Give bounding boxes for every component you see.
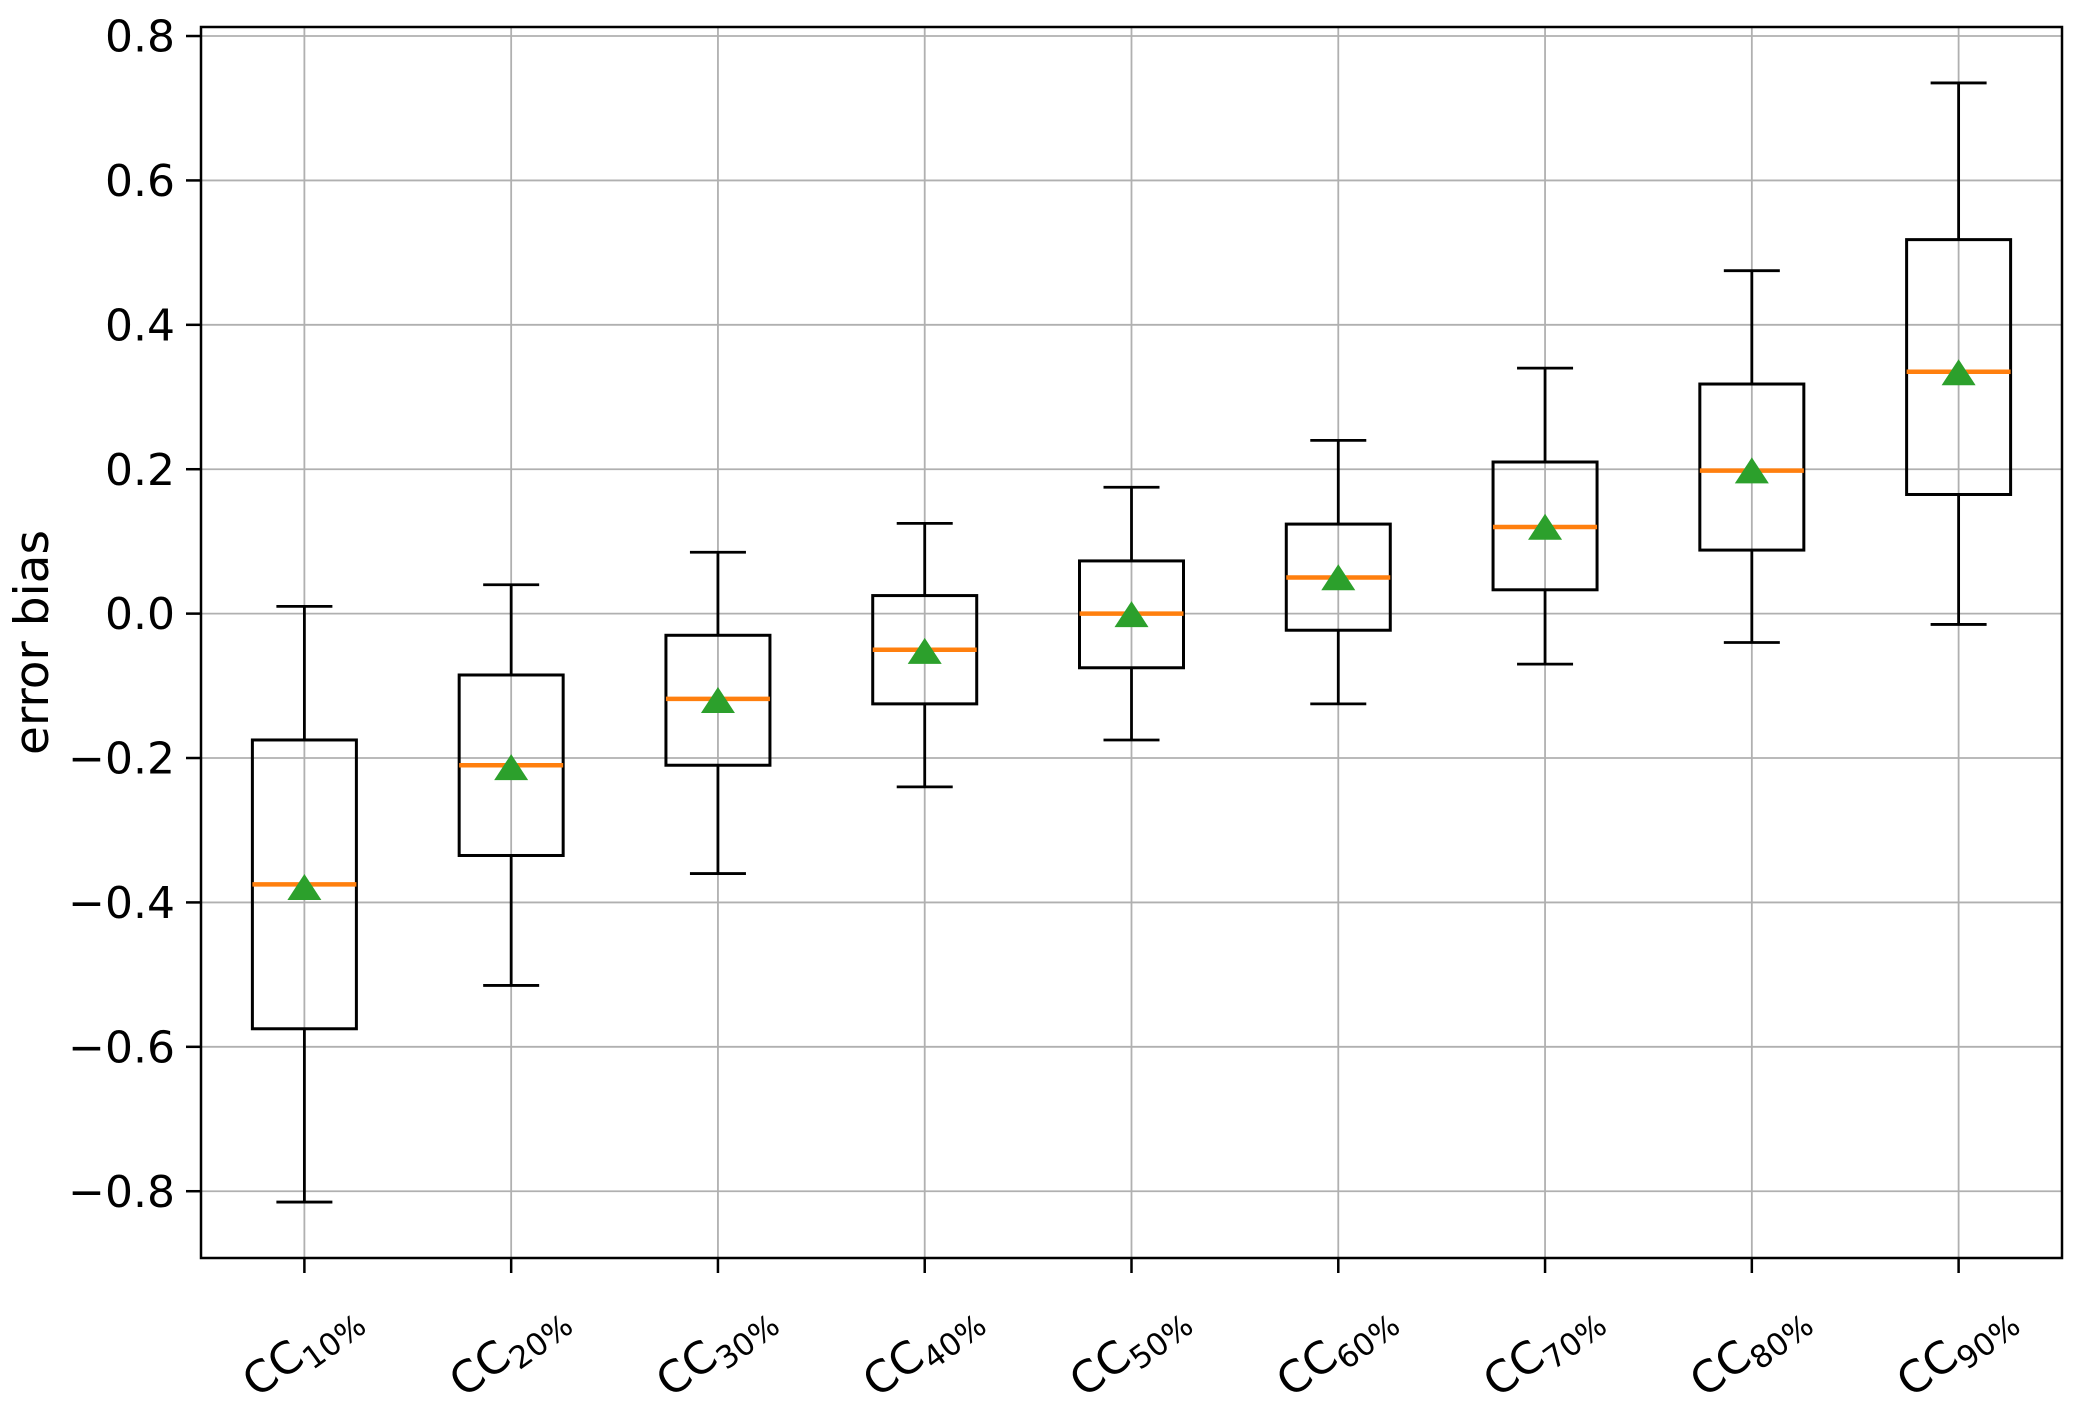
mean-marker xyxy=(1941,359,1976,386)
y-tick-label: −0.8 xyxy=(68,1167,175,1218)
boxplot-group xyxy=(871,521,979,789)
mean-marker xyxy=(1734,457,1769,484)
x-tick-label-base: CC xyxy=(1474,1330,1554,1407)
y-tick-label: 0.8 xyxy=(105,12,175,63)
mean-marker xyxy=(494,754,529,781)
x-tick-label: CC40% xyxy=(854,1290,994,1414)
x-tick-label: CC70% xyxy=(1474,1290,1614,1414)
boxplot-group xyxy=(1078,485,1185,742)
y-tick-label: 0.2 xyxy=(105,445,175,496)
y-tick-label: 0.4 xyxy=(105,300,175,351)
mean-marker xyxy=(907,637,942,664)
y-tick-label: −0.4 xyxy=(68,878,175,929)
x-tick-label-base: CC xyxy=(854,1330,934,1407)
y-tick-label: 0.6 xyxy=(105,156,175,207)
grid-layer xyxy=(201,27,2062,1258)
x-tick-label: CC50% xyxy=(1061,1290,1201,1414)
x-tick-label: CC60% xyxy=(1267,1290,1407,1414)
mean-marker xyxy=(287,873,322,900)
x-tick-label-base: CC xyxy=(647,1330,727,1407)
boxplot-group xyxy=(1905,81,2013,626)
y-axis: 0.8 0.6 0.4 0.2 0.0 −0.2 −0.4 −0.6 −0.8 xyxy=(68,12,201,1218)
y-axis-label: error bias xyxy=(5,530,60,755)
y-tick-label: −0.2 xyxy=(68,734,175,785)
x-tick-label: CC10% xyxy=(233,1290,373,1414)
x-tick-label: CC30% xyxy=(647,1290,787,1414)
mean-marker xyxy=(1114,601,1149,628)
y-tick-label: 0.0 xyxy=(105,589,175,640)
boxplot-group xyxy=(250,605,358,1204)
mean-marker xyxy=(1528,513,1563,540)
x-tick-label: CC90% xyxy=(1888,1290,2028,1414)
x-tick-label-base: CC xyxy=(233,1330,313,1407)
y-tick-label: −0.6 xyxy=(68,1022,175,1073)
iqr-box xyxy=(1905,238,2013,496)
x-axis: CC10% CC20% CC30% CC40% CC50% CC60% CC70% CC80%… xyxy=(233,1258,2028,1414)
x-tick-label-base: CC xyxy=(1061,1330,1141,1407)
x-tick-label-base: CC xyxy=(1267,1330,1347,1407)
x-tick-label-base: CC xyxy=(1888,1330,1968,1407)
boxplot-group xyxy=(457,583,565,987)
mean-marker xyxy=(1321,564,1356,591)
boxplot-group xyxy=(1284,438,1392,706)
boxplot-group xyxy=(664,550,772,875)
mean-marker xyxy=(700,686,735,713)
boxplot-group xyxy=(1698,269,1806,644)
x-tick-label: CC80% xyxy=(1681,1290,1821,1414)
boxplot-group xyxy=(1491,366,1599,666)
iqr-box xyxy=(1698,382,1806,552)
x-tick-label-base: CC xyxy=(440,1330,520,1407)
x-tick-label-base: CC xyxy=(1681,1330,1761,1407)
x-tick-label: CC20% xyxy=(440,1290,580,1414)
